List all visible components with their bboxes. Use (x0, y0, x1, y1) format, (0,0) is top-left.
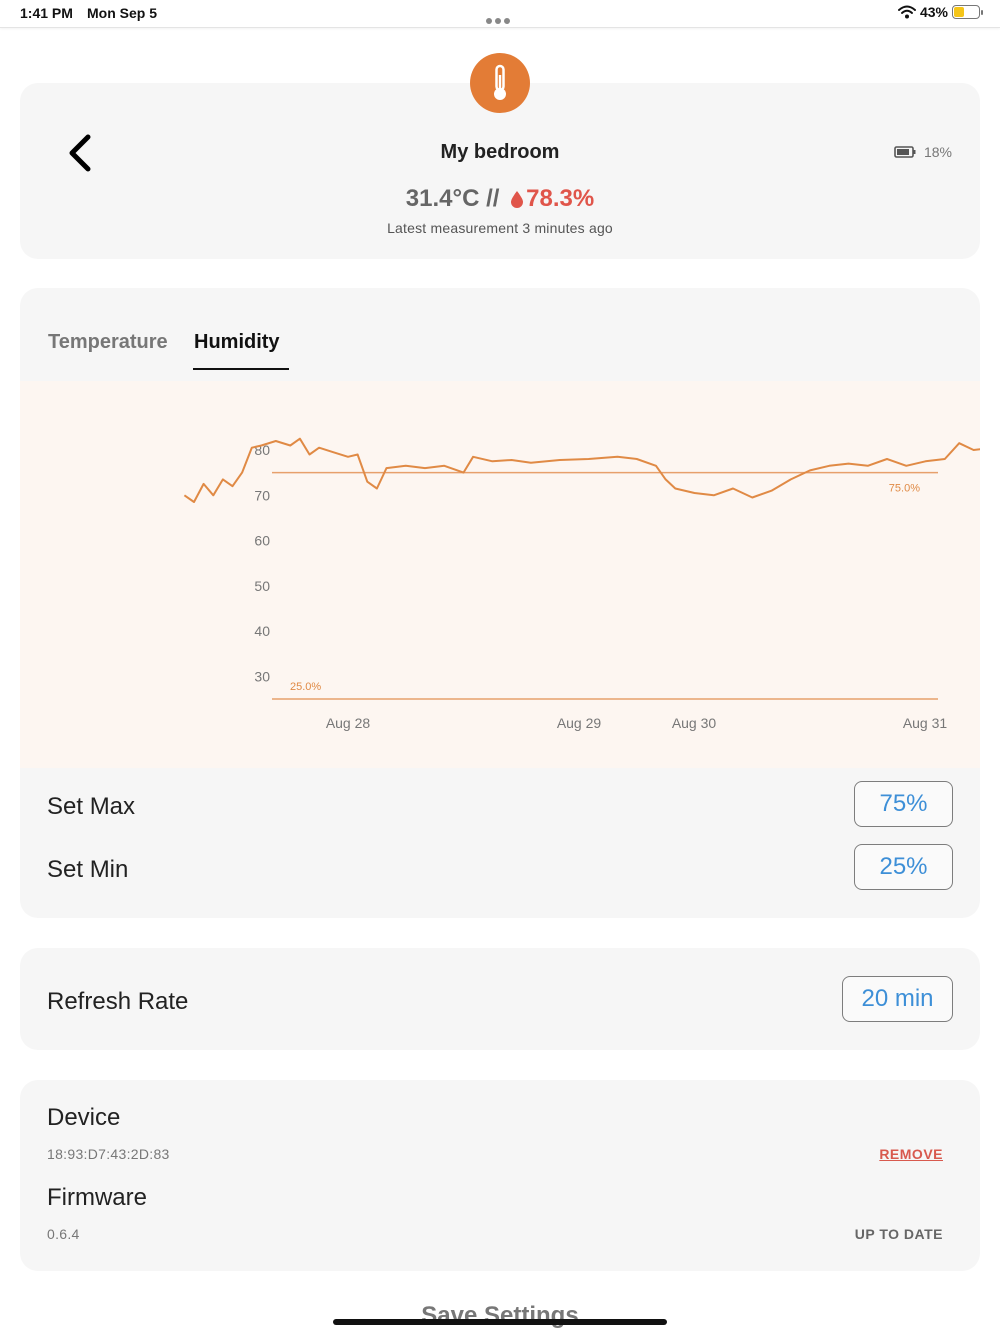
set-min-input[interactable]: 25% (854, 844, 953, 890)
status-time: 1:41 PM (20, 5, 73, 21)
set-min-row: Set Min 25% (20, 844, 980, 894)
device-label: Device (47, 1104, 121, 1131)
device-name: My bedroom (440, 141, 560, 163)
humidity-series-line (183, 437, 980, 503)
device-info-card: Device 18:93:D7:43:2D:83 REMOVE Firmware… (20, 1080, 980, 1271)
latest-measurement: Latest measurement 3 minutes ago (387, 220, 613, 236)
set-max-input[interactable]: 75% (854, 781, 953, 827)
device-type-badge (470, 53, 530, 113)
set-max-row: Set Max 75% (20, 781, 980, 831)
remove-device-button[interactable]: REMOVE (879, 1146, 943, 1162)
status-right: 43% (897, 4, 983, 20)
firmware-version: 0.6.4 (47, 1226, 80, 1242)
history-card: Temperature Humidity 80 70 60 50 40 30 Aug 28 A… (20, 288, 980, 918)
firmware-status: UP TO DATE (854, 1226, 943, 1242)
device-battery-percent: 18% (923, 144, 952, 160)
tab-humidity[interactable]: Humidity (194, 331, 280, 353)
device-mac: 18:93:D7:43:2D:83 (47, 1146, 170, 1162)
threshold-label-min: 25.0% (290, 681, 321, 693)
y-tick-label: 50 (254, 578, 270, 594)
y-tick-label: 60 (254, 533, 270, 549)
thermometer-icon (494, 64, 506, 100)
tab-temperature[interactable]: Temperature (48, 331, 168, 353)
y-tick-label: 40 (254, 623, 270, 639)
x-tick-label: Aug 31 (903, 715, 948, 731)
battery-icon (894, 146, 916, 158)
refresh-rate-row: Refresh Rate 20 min (20, 976, 980, 1026)
firmware-label: Firmware (47, 1184, 147, 1211)
refresh-rate-card: Refresh Rate 20 min (20, 948, 980, 1050)
x-tick-label: Aug 30 (672, 715, 717, 731)
save-settings-button[interactable]: Save Settings (421, 1302, 579, 1329)
device-battery: 18% (894, 144, 952, 160)
humidity-value: 78.3% (526, 185, 595, 212)
home-indicator[interactable] (333, 1319, 667, 1325)
status-date: Mon Sep 5 (87, 5, 158, 21)
current-reading: 31.4°C // 78.3% (20, 185, 980, 213)
temperature-value: 31.4°C (405, 185, 480, 212)
refresh-rate-label: Refresh Rate (47, 988, 189, 1015)
wifi-icon (897, 5, 916, 19)
back-button[interactable] (60, 131, 100, 175)
x-tick-label: Aug 28 (326, 715, 371, 731)
set-min-label: Set Min (47, 856, 129, 883)
chevron-left-icon (69, 134, 91, 172)
battery-percent: 43% (919, 4, 948, 20)
reading-separator: // (486, 185, 500, 212)
threshold-label-max: 75.0% (889, 483, 920, 495)
water-drop-icon (511, 191, 524, 208)
battery-icon (952, 5, 983, 19)
status-bar: 1:41 PM Mon Sep 5 43% (0, 0, 1000, 28)
active-tab-indicator (193, 368, 289, 370)
multitasking-dots-icon[interactable] (486, 11, 514, 24)
y-tick-label: 70 (254, 487, 270, 503)
y-tick-label: 30 (254, 668, 270, 684)
x-tick-label: Aug 29 (557, 715, 602, 731)
refresh-rate-input[interactable]: 20 min (842, 976, 953, 1022)
humidity-chart: 80 70 60 50 40 30 Aug 28 Aug 29 Aug 30 Aug 31 75.0… (20, 381, 980, 768)
set-max-label: Set Max (47, 793, 136, 820)
